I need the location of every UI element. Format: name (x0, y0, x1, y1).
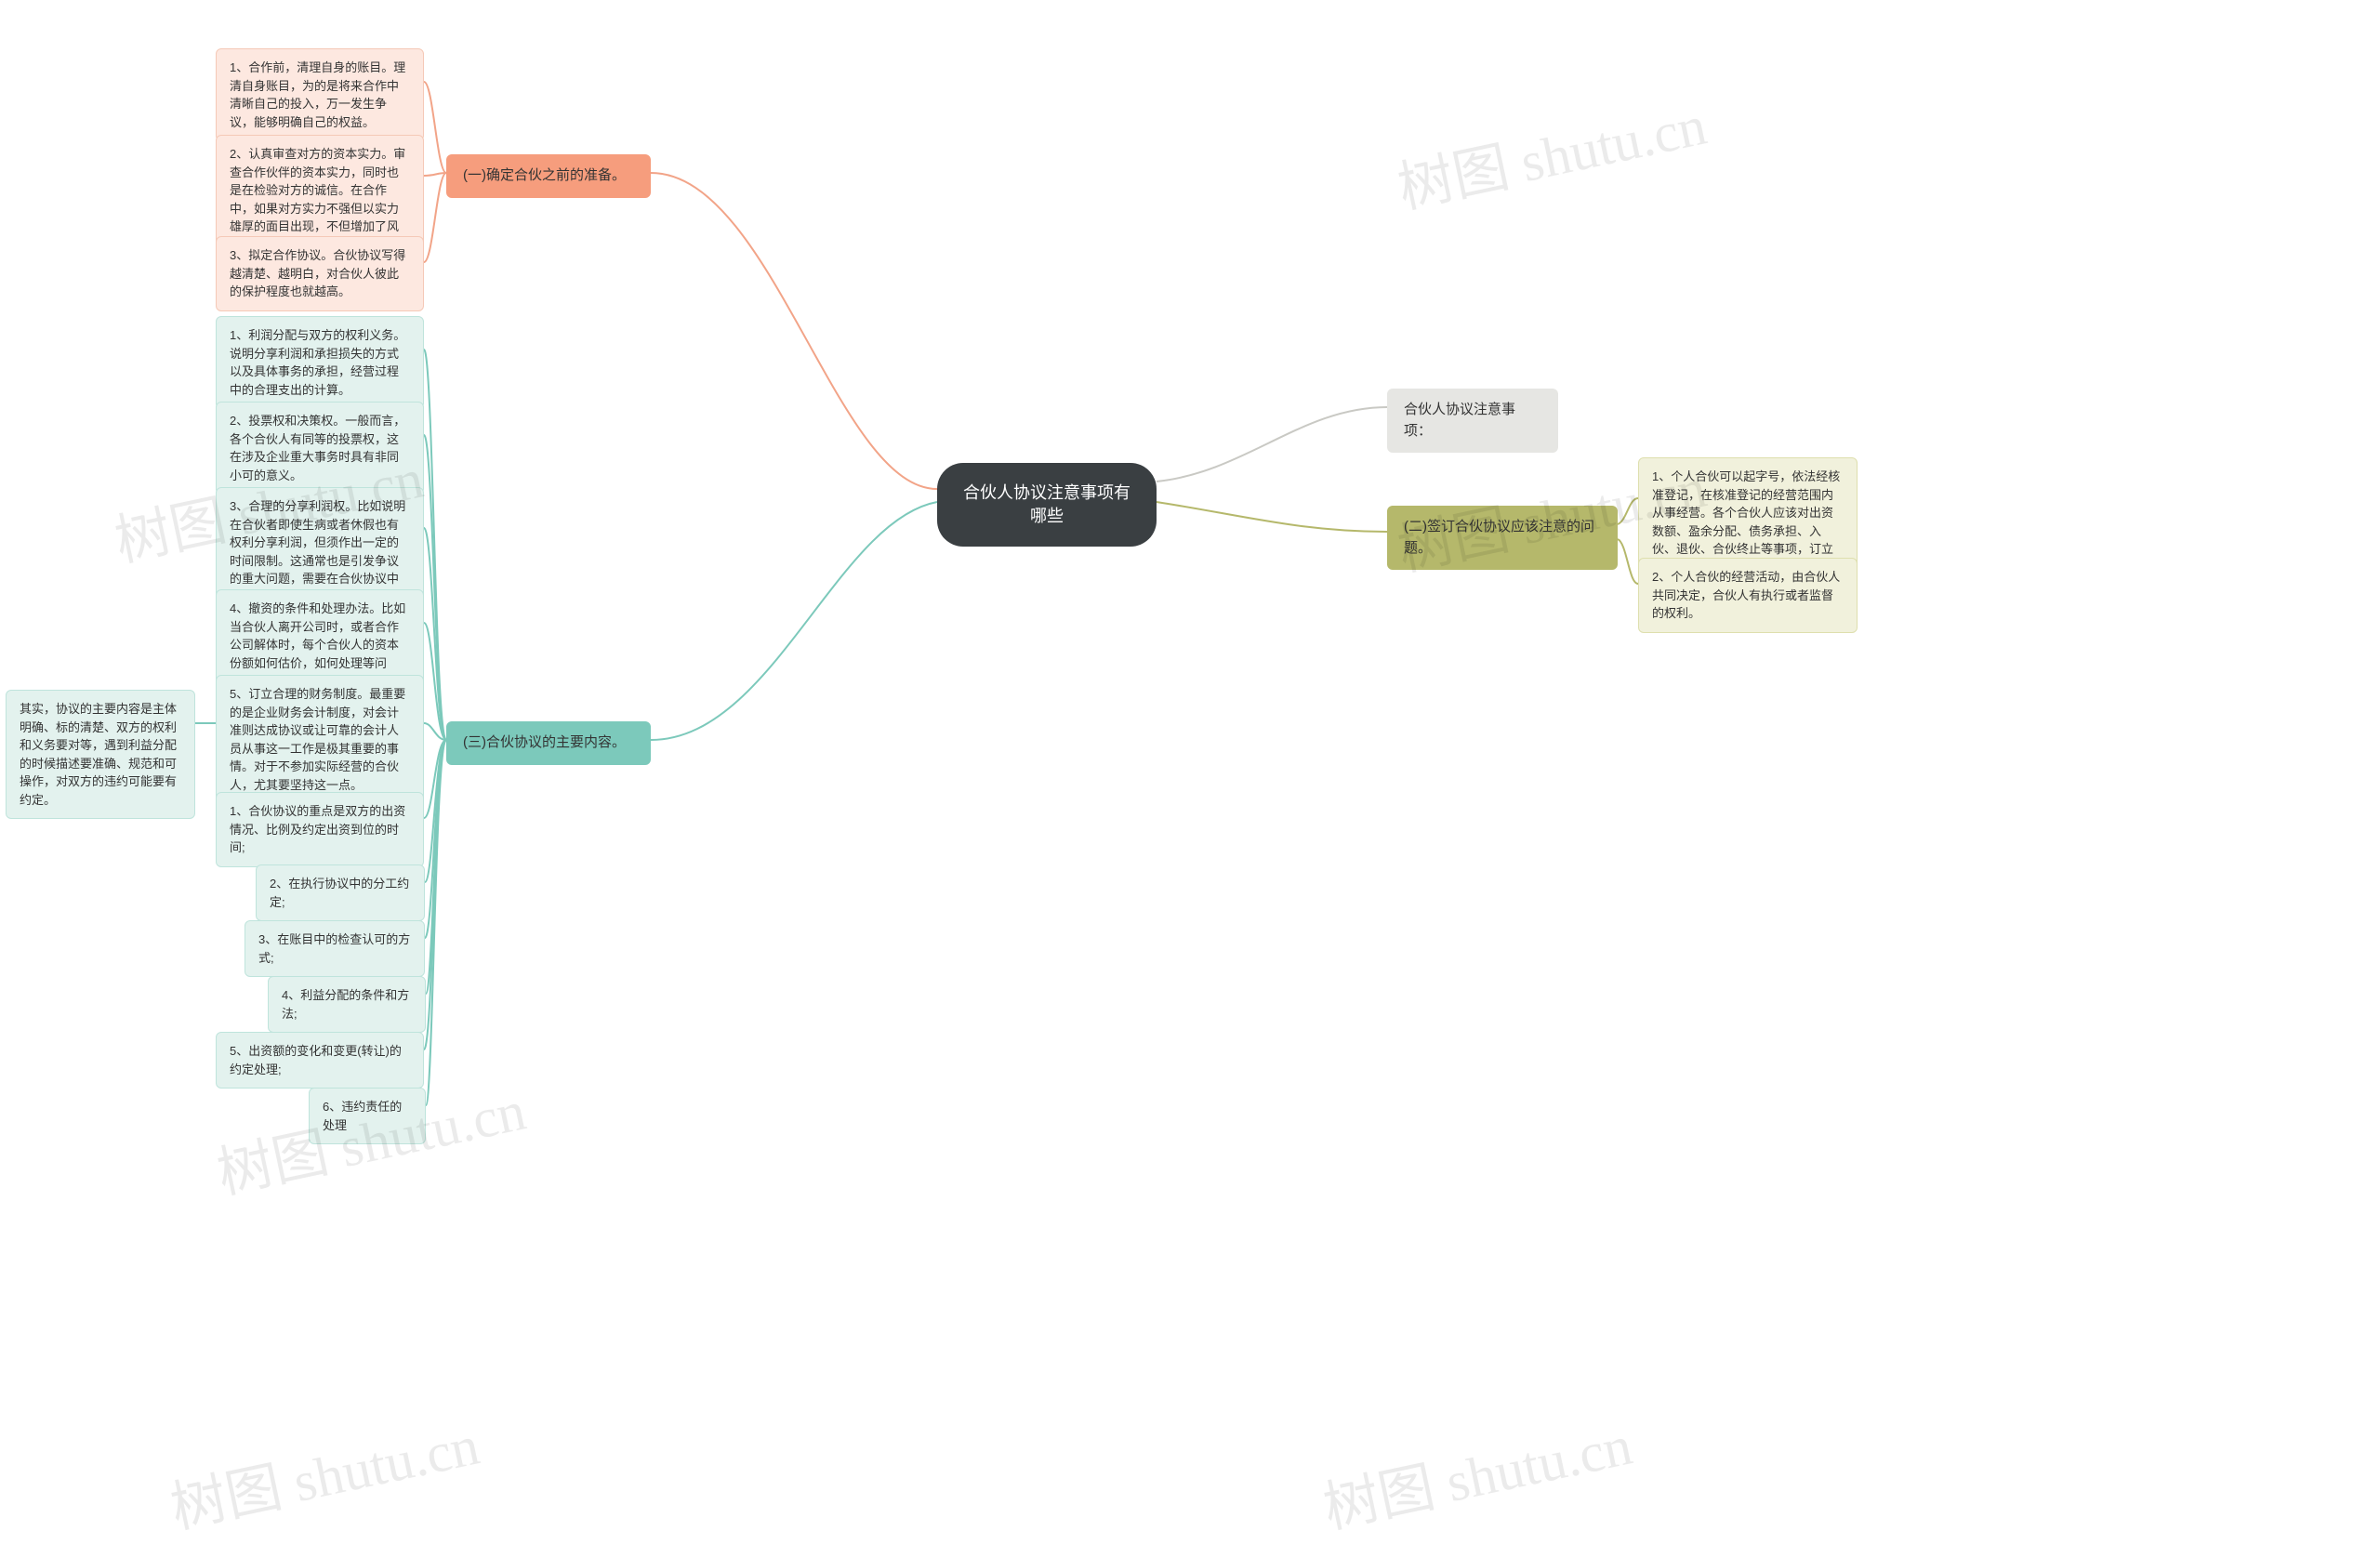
leaf-teal-8: 3、在账目中的检查认可的方式; (245, 920, 425, 977)
watermark: 树图 shutu.cn (1316, 1400, 1638, 1544)
branch-teal: (三)合伙协议的主要内容。 (446, 721, 651, 765)
leaf-olive-2: 2、个人合伙的经营活动，由合伙人共同决定，合伙人有执行或者监督的权利。 (1638, 558, 1858, 633)
branch-orange: (一)确定合伙之前的准备。 (446, 154, 651, 198)
leaf-teal-10: 5、出资额的变化和变更(转让)的约定处理; (216, 1032, 424, 1089)
watermark: 树图 shutu.cn (1390, 80, 1712, 224)
leaf-teal-5: 5、订立合理的财务制度。最重要的是企业财务会计制度，对会计准则达成协议或让可靠的… (216, 675, 424, 804)
leaf-teal-9: 4、利益分配的条件和方法; (268, 976, 426, 1033)
leaf-teal-7: 2、在执行协议中的分工约定; (256, 864, 425, 921)
watermark: 树图 shutu.cn (163, 1400, 485, 1544)
leaf-teal-1: 1、利润分配与双方的权利义务。说明分享利润和承担损失的方式以及具体事务的承担，经… (216, 316, 424, 409)
leaf-orange-3: 3、拟定合作协议。合伙协议写得越清楚、越明白，对合伙人彼此的保护程度也就越高。 (216, 236, 424, 311)
leaf-orange-1: 1、合作前，清理自身的账目。理清自身账目，为的是将来合作中清晰自己的投入，万一发… (216, 48, 424, 141)
branch-grey-right: 合伙人协议注意事项： (1387, 389, 1558, 453)
root-node: 合伙人协议注意事项有哪些 (937, 463, 1157, 547)
leaf-teal-6: 1、合伙协议的重点是双方的出资情况、比例及约定出资到位的时间; (216, 792, 424, 867)
leaf-teal-5-sub: 其实，协议的主要内容是主体明确、标的清楚、双方的权利和义务要对等，遇到利益分配的… (6, 690, 195, 819)
